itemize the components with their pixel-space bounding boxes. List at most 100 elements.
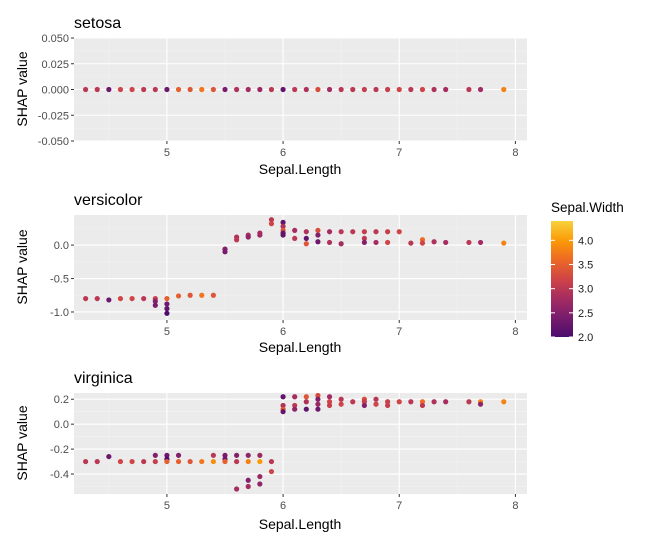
data-point <box>234 486 240 492</box>
data-point <box>117 86 124 93</box>
y-tick-label: -0.050 <box>38 136 69 148</box>
legend-tick-label: 3.0 <box>578 284 593 296</box>
y-tick-label: -0.025 <box>38 110 69 122</box>
data-point <box>94 458 100 465</box>
data-point <box>129 295 135 302</box>
data-point <box>175 452 182 458</box>
x-axis-label: Sepal.Length <box>259 516 342 532</box>
data-point <box>350 399 356 405</box>
data-point <box>431 399 437 405</box>
y-tick-label: 0.0 <box>54 240 69 252</box>
x-tick-labels: 5 6 7 8 <box>164 320 518 338</box>
data-point <box>268 86 275 93</box>
data-point <box>280 219 286 225</box>
x-tick-label: 6 <box>280 326 286 338</box>
data-point <box>257 86 263 93</box>
data-point <box>187 458 193 465</box>
gridlines <box>74 215 527 320</box>
data-point <box>373 396 379 402</box>
data-point <box>361 239 367 246</box>
data-point <box>408 240 414 246</box>
data-point <box>164 458 170 465</box>
x-tick-labels: 5 6 7 8 <box>164 141 518 159</box>
data-point <box>477 86 484 93</box>
legend-title: Sepal.Width <box>551 200 624 215</box>
data-point <box>326 402 333 409</box>
data-point <box>164 452 170 458</box>
panel-title: setosa <box>74 15 121 32</box>
data-point <box>326 239 333 246</box>
data-point <box>338 241 344 247</box>
data-point <box>501 399 507 405</box>
data-point <box>245 86 251 93</box>
data-point <box>106 297 112 303</box>
data-point <box>268 468 275 475</box>
y-axis-label: SHAP value <box>14 229 30 304</box>
data-point <box>280 86 286 93</box>
panel-virginica: virginica 0.2 0.0 -0.2 -0.4 5 6 7 8 Sepal.Leng… <box>14 370 527 532</box>
data-point <box>245 483 251 490</box>
data-point <box>164 310 170 316</box>
data-point <box>466 86 472 93</box>
data-point <box>315 227 321 233</box>
gridlines <box>74 393 527 494</box>
data-point <box>164 301 170 307</box>
data-point <box>303 229 309 235</box>
data-point <box>466 239 472 246</box>
data-point <box>419 240 426 246</box>
data-point <box>199 458 205 465</box>
data-point <box>477 401 484 407</box>
data-point <box>385 402 391 409</box>
data-point <box>199 292 205 298</box>
data-point <box>222 458 228 465</box>
y-tick-label: -0.2 <box>50 444 69 456</box>
data-point <box>117 295 124 302</box>
x-tick-labels: 5 6 7 8 <box>164 494 518 512</box>
data-point <box>175 458 182 465</box>
data-point <box>222 86 228 93</box>
data-point <box>338 401 344 407</box>
data-point <box>257 230 263 236</box>
data-point <box>315 232 321 238</box>
data-point <box>326 86 333 93</box>
data-point <box>373 86 379 93</box>
data-point <box>106 453 112 460</box>
data-point <box>338 229 344 235</box>
y-tick-label: -0.5 <box>50 274 69 286</box>
data-point <box>245 234 251 240</box>
data-point <box>315 86 321 93</box>
data-point <box>292 86 298 93</box>
data-point <box>83 86 89 93</box>
legend-colorbar <box>551 221 573 337</box>
data-point <box>280 223 286 229</box>
y-tick-label: 0.2 <box>54 394 69 406</box>
data-point <box>257 458 263 465</box>
y-tick-labels: 0.2 0.0 -0.2 -0.4 <box>50 394 74 481</box>
x-tick-label: 8 <box>512 326 518 338</box>
data-point <box>385 86 391 93</box>
data-point <box>83 458 89 465</box>
data-point <box>141 458 147 465</box>
data-point <box>199 86 205 93</box>
data-point <box>280 409 286 415</box>
y-axis-label: SHAP value <box>14 405 30 480</box>
data-point <box>222 452 228 458</box>
data-point <box>396 86 402 93</box>
y-tick-labels: 0.050 0.025 0.000 -0.025 -0.050 <box>38 33 74 148</box>
y-tick-label: 0.025 <box>41 59 69 71</box>
y-tick-label: 0.050 <box>41 33 69 45</box>
data-point <box>292 406 298 412</box>
panel-versicolor: versicolor 0.0 -0.5 -1.0 5 6 7 8 Sepal.Length… <box>14 192 527 355</box>
data-point <box>315 392 321 399</box>
data-point <box>210 86 216 93</box>
data-point <box>419 402 426 409</box>
data-point <box>234 86 240 93</box>
x-tick-label: 7 <box>396 147 402 159</box>
data-point <box>106 86 112 93</box>
data-points <box>83 217 507 316</box>
data-point <box>303 394 309 400</box>
data-point <box>466 399 472 405</box>
y-tick-label: -0.4 <box>50 469 69 481</box>
legend-tick-label: 4.0 <box>578 235 593 247</box>
